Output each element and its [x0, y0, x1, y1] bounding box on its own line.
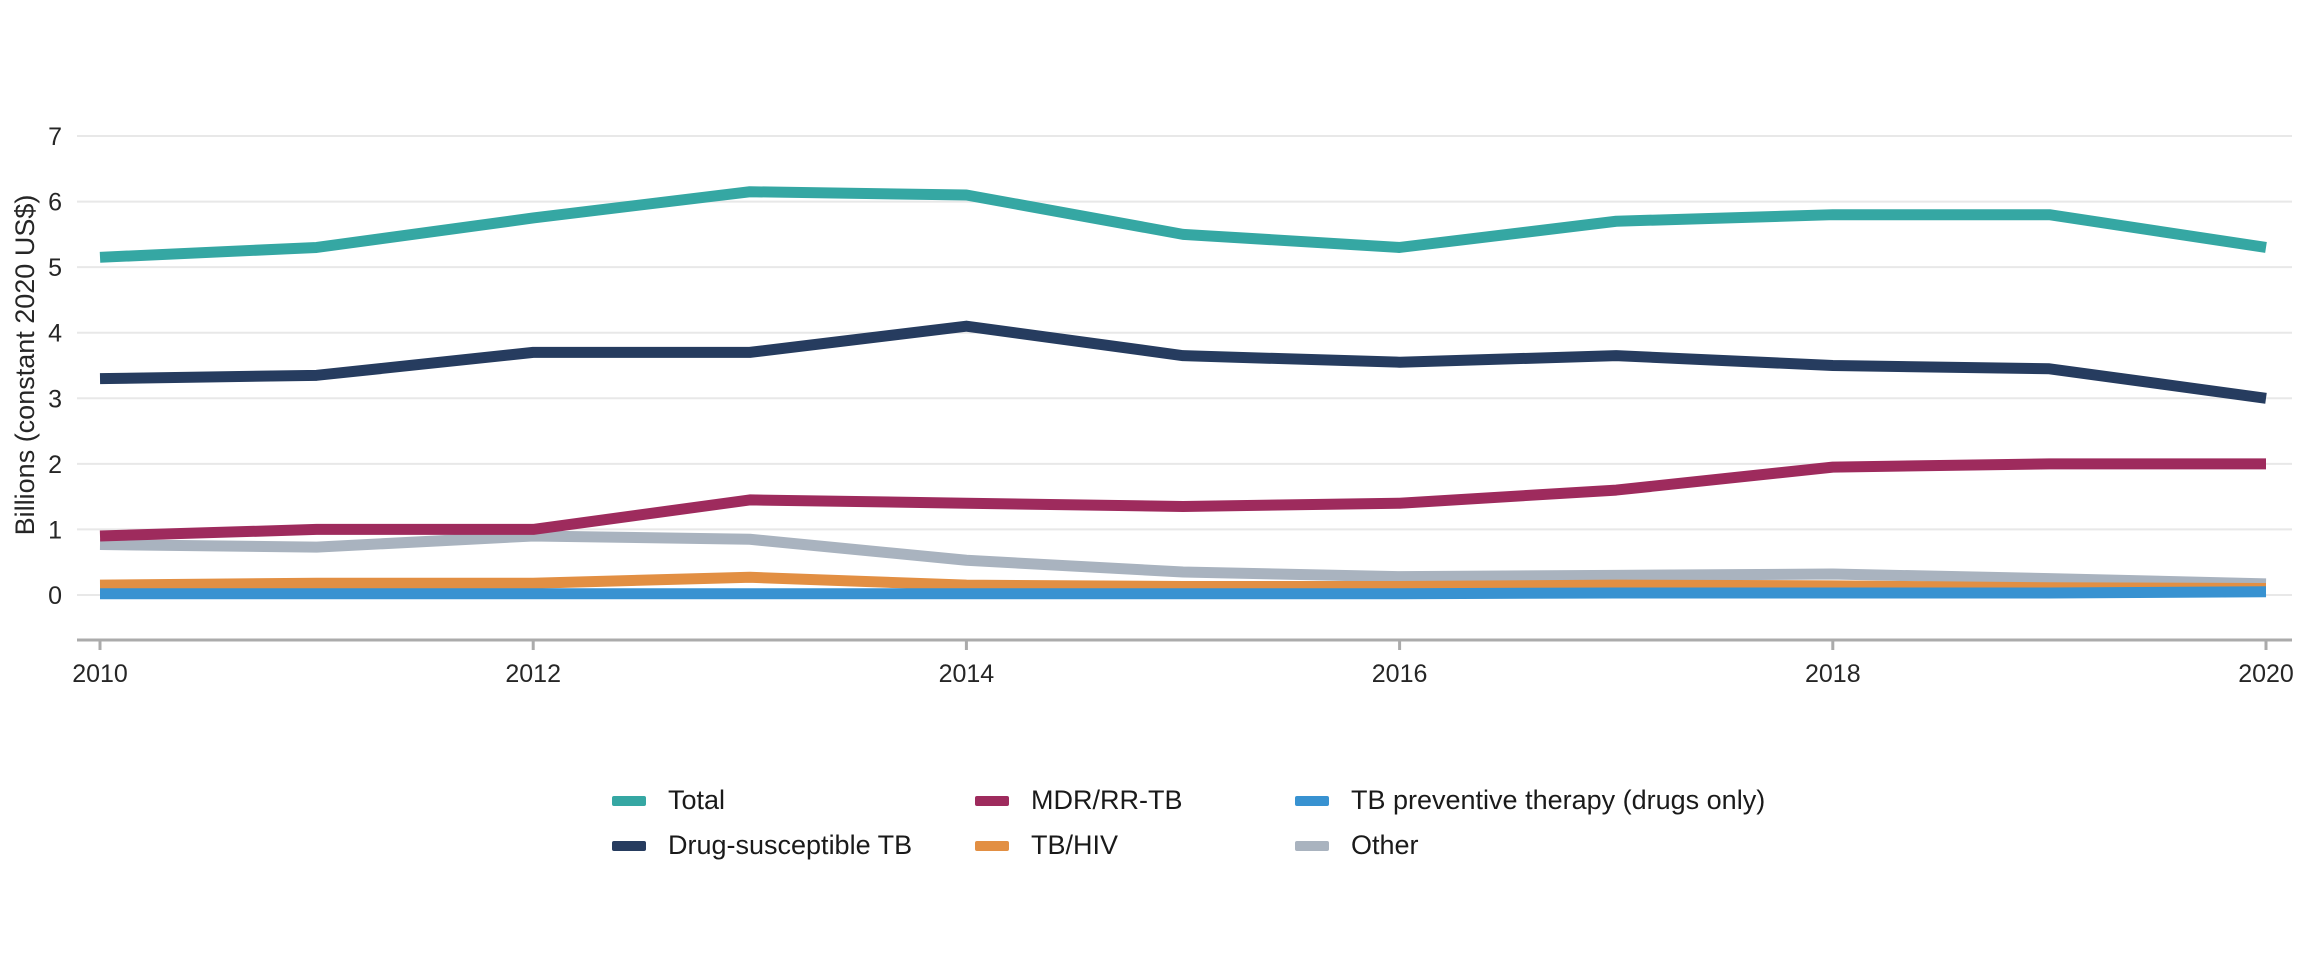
- x-tick-label: 2020: [2238, 660, 2294, 688]
- y-tick-label: 7: [48, 123, 62, 151]
- x-tick-label: 2012: [505, 660, 561, 688]
- y-tick-label: 4: [48, 320, 62, 348]
- y-tick-label: 2: [48, 451, 62, 479]
- series-line-tb-hiv: [99, 571, 2267, 594]
- x-tick-label: 2018: [1805, 660, 1861, 688]
- chart-plot-area: 0 1 2 3 4 5 6 7 2010 2012 2014 2016 2018 2020 Billio…: [10, 123, 2294, 688]
- legend-swatch-icon: [1295, 795, 1329, 806]
- y-tick-label: 6: [48, 189, 62, 217]
- y-axis-title: Billions (constant 2020 US$): [10, 195, 40, 536]
- legend-item-other: Other: [1295, 823, 1765, 868]
- legend-label: TB preventive therapy (drugs only): [1351, 785, 1766, 815]
- series-line-other: [99, 530, 2267, 590]
- chart-legend: Total MDR/RR-TB TB preventive therapy (dru…: [612, 778, 1765, 868]
- legend-swatch-icon: [1295, 840, 1329, 851]
- data-series-lines: [99, 186, 2267, 600]
- y-tick-label: 3: [48, 385, 62, 413]
- y-axis-tick-labels: 0 1 2 3 4 5 6 7: [48, 123, 62, 610]
- legend-swatch-icon: [975, 840, 1009, 851]
- x-tick-label: 2014: [939, 660, 995, 688]
- legend-label: MDR/RR-TB: [1031, 785, 1183, 815]
- legend-item-tb-hiv: TB/HIV: [975, 823, 1295, 868]
- legend-item-total: Total: [612, 778, 975, 823]
- series-line-mdr-rr-tb: [99, 458, 2266, 542]
- x-tick-label: 2016: [1372, 660, 1428, 688]
- legend-swatch-icon: [612, 795, 646, 806]
- series-line-total: [99, 186, 2267, 263]
- x-axis: [77, 638, 2292, 650]
- series-line-tb-preventive-therapy-drugs-only: [100, 586, 2267, 600]
- legend-label: Other: [1351, 830, 1419, 860]
- legend-item-tb-preventive-therapy-drugs-only: TB preventive therapy (drugs only): [1295, 778, 1765, 823]
- series-line-drug-susceptible-tb: [99, 320, 2267, 404]
- x-axis-tick-labels: 2010 2012 2014 2016 2018 2020: [72, 660, 2294, 688]
- y-tick-label: 5: [48, 254, 62, 282]
- legend-swatch-icon: [975, 795, 1009, 806]
- y-tick-label: 0: [48, 582, 62, 610]
- legend-item-mdr-rr-tb: MDR/RR-TB: [975, 778, 1295, 823]
- legend-swatch-icon: [612, 840, 646, 851]
- y-tick-label: 1: [48, 516, 62, 544]
- legend-label: Drug-susceptible TB: [668, 830, 913, 860]
- x-tick-label: 2010: [72, 660, 128, 688]
- legend-label: TB/HIV: [1031, 830, 1119, 860]
- legend-item-drug-susceptible-tb: Drug-susceptible TB: [612, 823, 975, 868]
- legend-label: Total: [668, 785, 726, 815]
